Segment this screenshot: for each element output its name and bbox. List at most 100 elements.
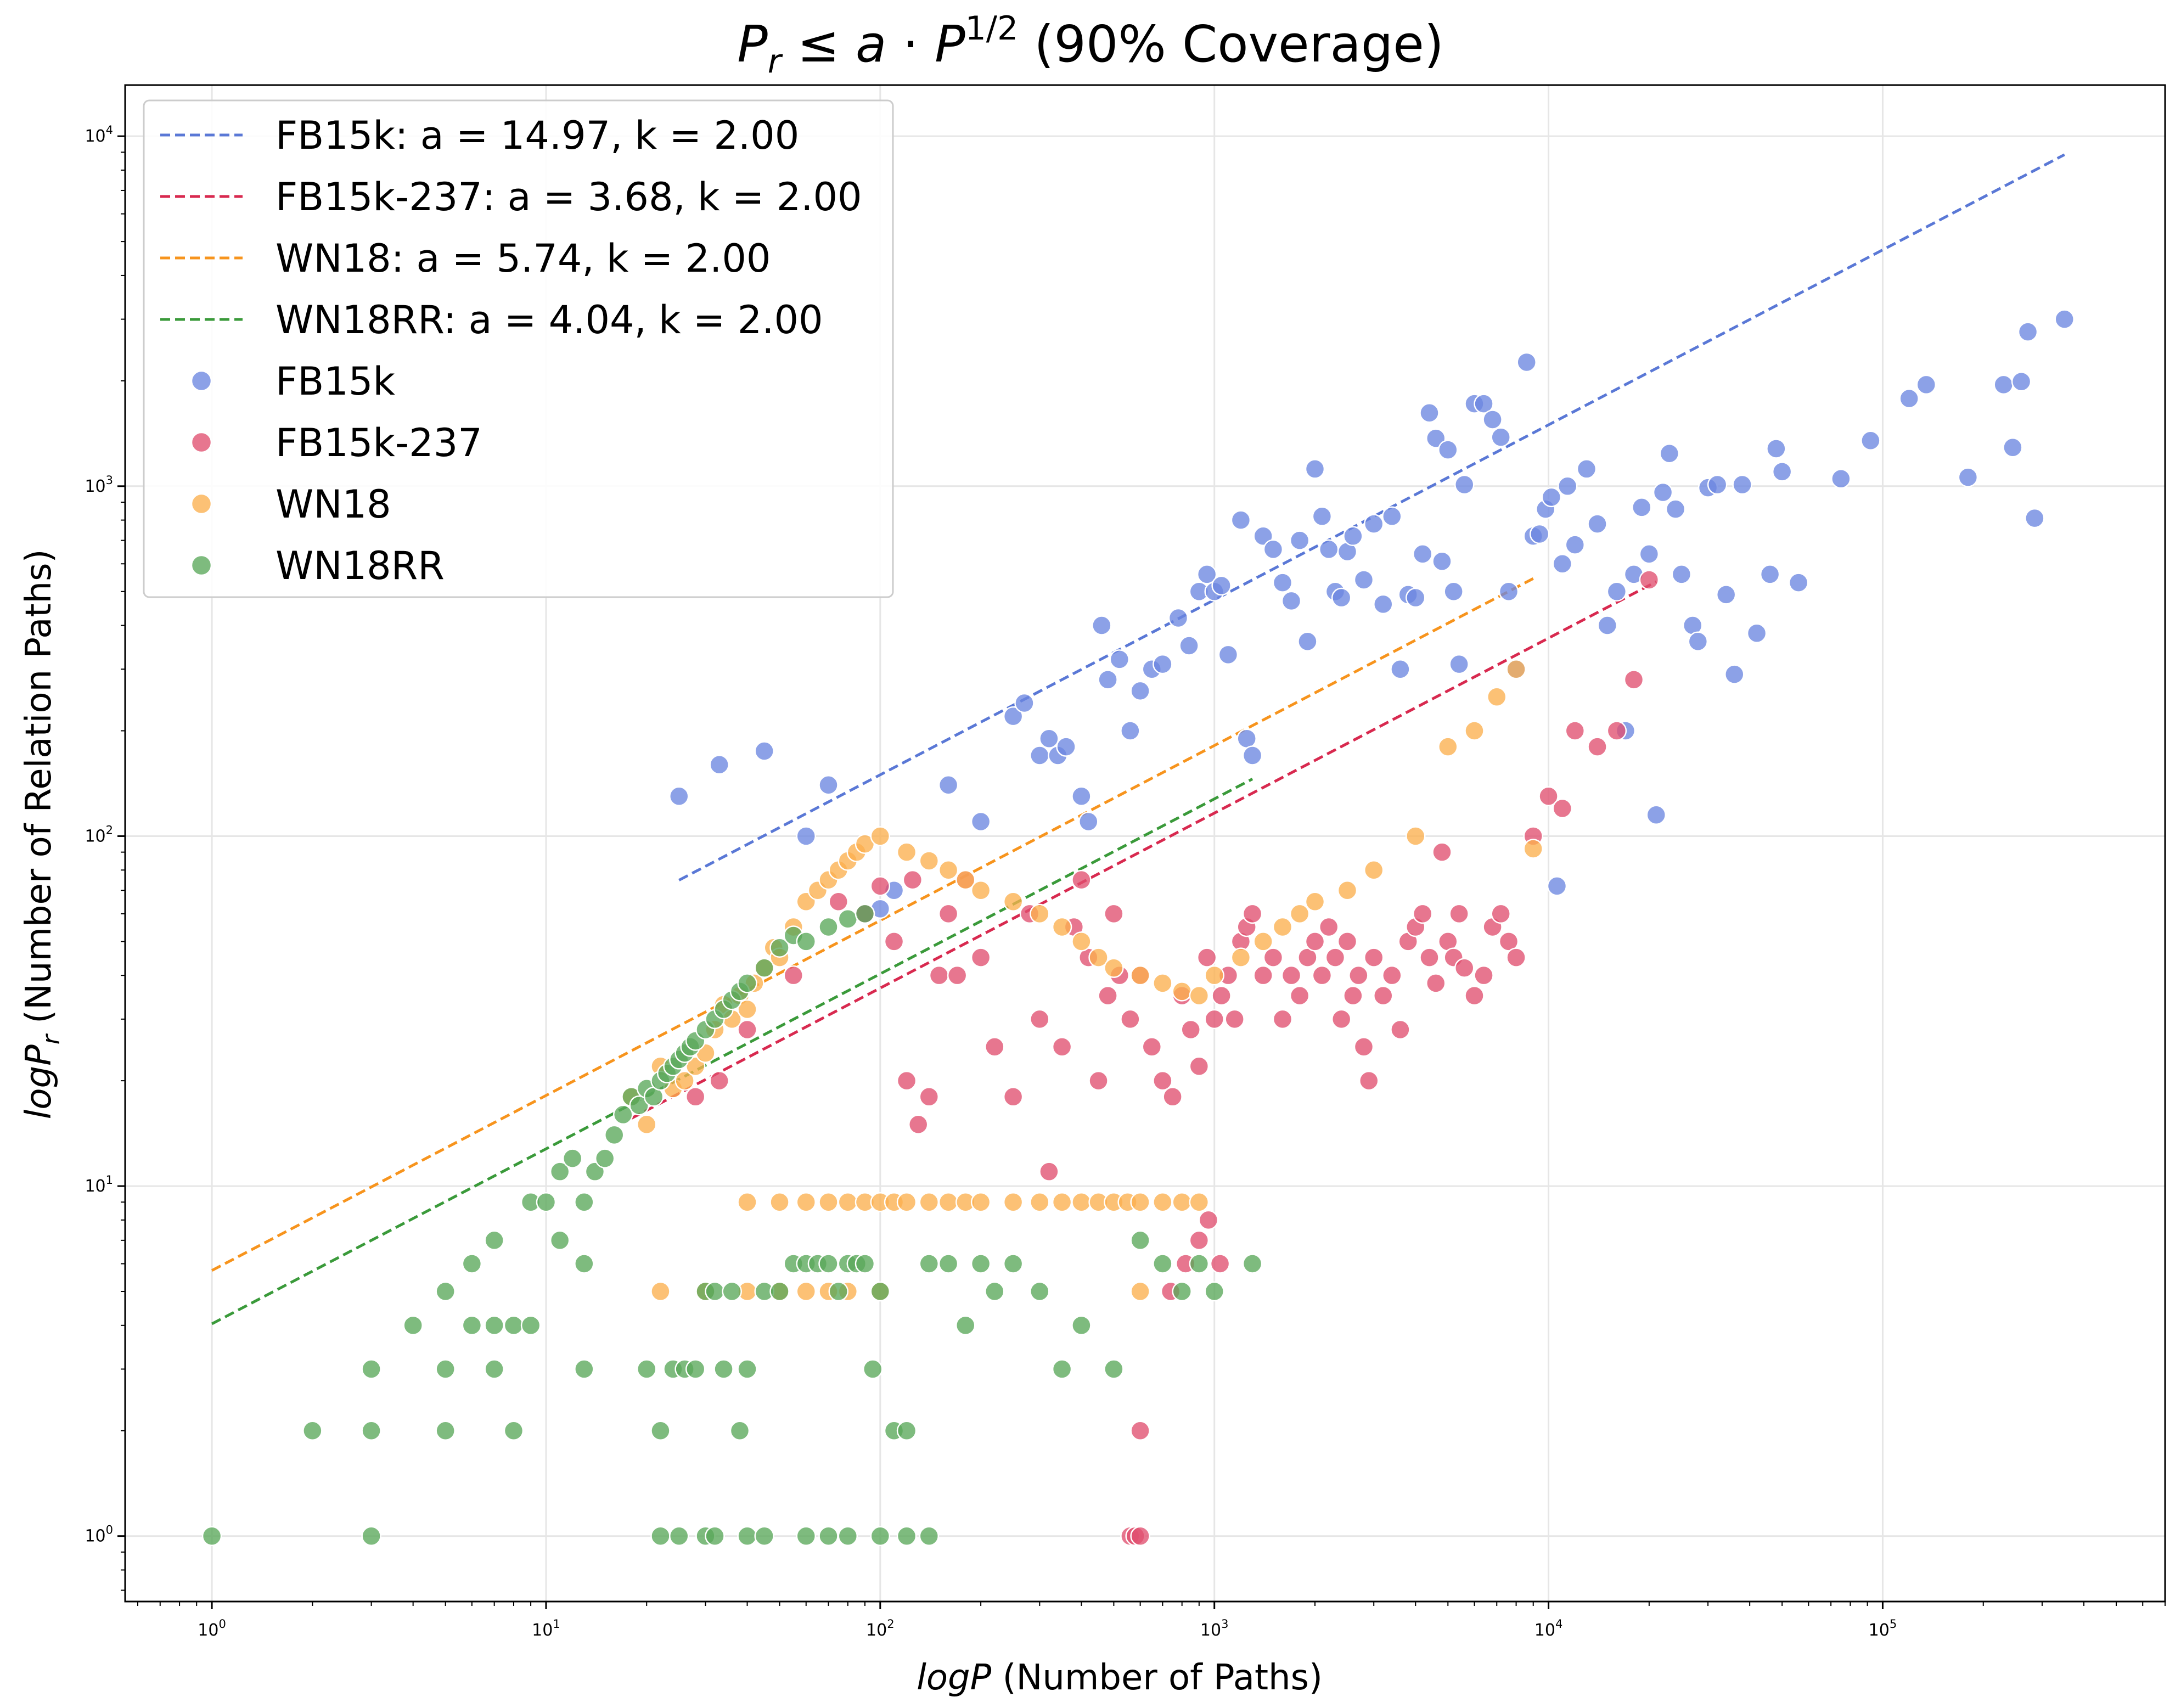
- data-point: [1358, 1070, 1379, 1091]
- data-point: [1253, 931, 1273, 952]
- data-point: [1373, 985, 1393, 1006]
- y-tick-label: 101: [85, 1173, 113, 1196]
- data-point: [1030, 745, 1050, 766]
- data-point: [1343, 985, 1363, 1006]
- data-point: [1639, 544, 1660, 564]
- data-point: [863, 1359, 883, 1379]
- data-point: [1363, 947, 1384, 968]
- data-point: [896, 842, 917, 862]
- legend-series-label: WN18RR: [276, 543, 445, 588]
- data-point: [1449, 654, 1469, 675]
- data-point: [1003, 1254, 1024, 1274]
- legend-series-label: FB15k: [276, 359, 395, 404]
- data-point: [1130, 1281, 1150, 1302]
- data-point: [1153, 1192, 1173, 1212]
- data-point: [1120, 721, 1140, 741]
- legend-marker: [190, 431, 212, 453]
- fit-lines: [211, 153, 2065, 1325]
- data-point: [549, 1230, 570, 1251]
- data-point: [1860, 430, 1881, 451]
- data-point: [1412, 903, 1433, 924]
- data-point: [713, 1359, 734, 1379]
- data-point: [837, 1192, 858, 1212]
- data-point: [1179, 636, 1199, 656]
- data-point: [828, 1281, 849, 1302]
- data-point: [1788, 572, 1809, 593]
- data-point: [1318, 539, 1339, 560]
- data-point: [1639, 570, 1660, 590]
- data-point: [1312, 506, 1333, 527]
- data-point: [1305, 931, 1325, 952]
- data-point: [1204, 965, 1224, 986]
- data-point: [1623, 670, 1644, 690]
- legend-marker: [190, 493, 212, 515]
- data-point: [1211, 575, 1232, 596]
- axis-ticks: 100 101 102 103 104 105 100 101 102 103 104: [85, 123, 2166, 1640]
- data-point: [1242, 1254, 1263, 1274]
- data-point: [1724, 664, 1745, 684]
- data-point: [1305, 891, 1325, 912]
- data-point: [1172, 1192, 1192, 1212]
- data-point: [1454, 474, 1475, 495]
- data-point: [1993, 374, 2014, 395]
- data-point: [435, 1359, 456, 1379]
- data-point: [574, 1359, 594, 1379]
- data-point: [1343, 526, 1363, 547]
- data-point: [970, 1254, 991, 1274]
- data-point: [919, 1254, 940, 1274]
- data-point: [1318, 917, 1339, 937]
- data-point: [1272, 1009, 1293, 1030]
- data-point: [1153, 1254, 1173, 1274]
- data-point: [1587, 737, 1607, 757]
- data-point: [1337, 880, 1358, 901]
- data-point: [1071, 1315, 1092, 1336]
- data-point: [1538, 786, 1559, 807]
- data-points: [201, 309, 2075, 1546]
- data-point: [1242, 903, 1263, 924]
- data-point: [1230, 510, 1251, 530]
- data-point: [1454, 958, 1475, 978]
- data-point: [1432, 842, 1452, 862]
- data-point: [870, 826, 891, 846]
- data-point: [818, 917, 839, 937]
- data-point: [1443, 581, 1464, 602]
- data-point: [837, 909, 858, 929]
- data-point: [1253, 965, 1273, 986]
- legend-fit-label: WN18RR: a = 4.04, k = 2.00: [276, 297, 823, 342]
- data-point: [1363, 859, 1384, 880]
- data-point: [1030, 903, 1050, 924]
- data-point: [908, 1114, 929, 1135]
- data-point: [754, 958, 774, 978]
- data-point: [896, 1192, 917, 1212]
- data-point: [1078, 811, 1099, 832]
- x-tick-label: 100: [198, 1617, 226, 1640]
- data-point: [1253, 526, 1273, 547]
- data-point: [1412, 544, 1433, 564]
- data-point: [1632, 497, 1652, 518]
- data-point: [685, 1087, 706, 1107]
- legend-series-label: FB15k-237: [276, 420, 482, 465]
- data-point: [1272, 572, 1293, 593]
- data-point: [1210, 1254, 1230, 1274]
- data-point: [737, 999, 757, 1020]
- legend-box: [143, 99, 894, 598]
- data-point: [484, 1359, 504, 1379]
- data-point: [1348, 965, 1369, 986]
- data-point: [1003, 1087, 1024, 1107]
- data-point: [201, 1526, 222, 1546]
- data-point: [2054, 309, 2075, 329]
- data-point: [1189, 1056, 1210, 1076]
- data-point: [1289, 530, 1310, 550]
- data-point: [1646, 805, 1667, 825]
- data-point: [1130, 1192, 1150, 1212]
- data-point: [462, 1254, 482, 1274]
- data-point: [1565, 535, 1586, 555]
- data-point: [520, 1315, 541, 1336]
- fit-line: [211, 778, 1253, 1325]
- data-point: [955, 1315, 976, 1336]
- data-point: [870, 876, 891, 896]
- data-point: [1104, 1359, 1124, 1379]
- data-point: [1746, 623, 1767, 644]
- fit-line: [631, 580, 1657, 1120]
